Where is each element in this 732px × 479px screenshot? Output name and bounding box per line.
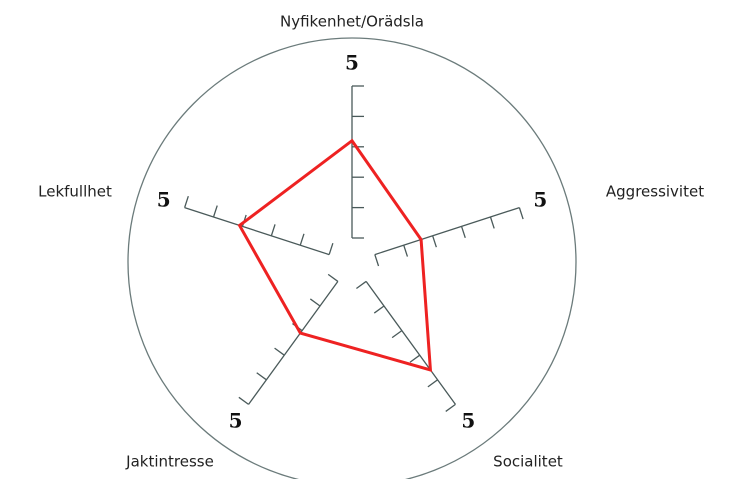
tick-mark: [445, 403, 456, 412]
category-label: Nyfikenhet/Orädsla: [280, 13, 424, 31]
tick-mark: [518, 207, 524, 220]
tick-mark: [374, 254, 380, 267]
tick-mark: [328, 242, 334, 255]
tick-mark: [391, 330, 403, 339]
tick-mark: [299, 233, 305, 246]
tick-mark: [409, 354, 421, 363]
tick-mark: [238, 396, 249, 405]
outer-ring: [127, 37, 577, 479]
category-label: Lekfullhet: [38, 183, 112, 201]
tick-mark: [256, 372, 267, 381]
tick-label: 5: [345, 51, 359, 75]
radar-line: [237, 138, 433, 372]
axis-line: [365, 281, 456, 405]
category-label: Aggressivitet: [606, 183, 704, 201]
tick-mark: [403, 244, 409, 257]
tick-mark: [427, 379, 438, 388]
tick-label: 5: [229, 409, 243, 433]
tick-mark: [356, 280, 367, 289]
axis-line: [184, 206, 330, 256]
tick-label: 5: [533, 187, 547, 211]
tick-mark: [460, 226, 466, 239]
tick-label: 5: [461, 409, 475, 433]
tick-label: 5: [157, 187, 171, 211]
tick-mark: [432, 235, 437, 248]
category-label: Socialitet: [493, 453, 563, 471]
tick-mark: [274, 347, 285, 356]
tick-mark: [373, 305, 385, 314]
tick-mark: [309, 298, 321, 307]
tick-mark: [270, 224, 276, 236]
tick-mark: [212, 205, 218, 218]
axis-line: [374, 206, 520, 256]
axis-line: [248, 281, 339, 405]
category-label: Jaktintresse: [125, 453, 214, 471]
tick-mark: [489, 216, 495, 229]
tick-mark: [327, 273, 339, 282]
tick-mark: [183, 195, 189, 208]
